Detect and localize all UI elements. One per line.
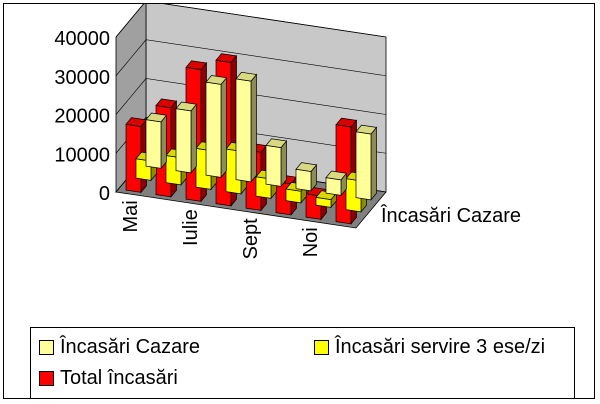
gridline bbox=[115, 78, 387, 115]
depth-axis-label: Încasări Cazare bbox=[380, 204, 521, 227]
legend-label: Încasări Cazare bbox=[60, 336, 201, 358]
y-tick-label: 10000 bbox=[54, 144, 110, 166]
chart-frame: 0 10000 20000 30000 40000 Mai Iulie Sept Noi În… bbox=[3, 3, 595, 399]
chart-legend: Încasări Cazare Încasări servire 3 ese/z… bbox=[30, 327, 575, 399]
gridline bbox=[115, 4, 387, 38]
bar bbox=[175, 101, 198, 174]
bar bbox=[355, 124, 378, 201]
x-tick-label: Iulie bbox=[180, 209, 202, 246]
x-tick-label: Noi bbox=[300, 227, 322, 257]
legend-swatch bbox=[39, 340, 54, 355]
bar bbox=[145, 112, 168, 170]
legend-swatch bbox=[39, 371, 54, 386]
y-tick-label: 20000 bbox=[54, 106, 110, 128]
chart-plot: 0 10000 20000 30000 40000 Mai Iulie Sept Noi În… bbox=[54, 4, 521, 259]
legend-item-cazare: Încasări Cazare bbox=[39, 336, 200, 359]
y-tick-label: 40000 bbox=[54, 28, 110, 50]
y-tick-label: 30000 bbox=[54, 67, 110, 89]
chart-bars bbox=[125, 53, 378, 225]
legend-swatch bbox=[314, 340, 329, 355]
bar bbox=[265, 138, 288, 188]
bar bbox=[325, 170, 348, 197]
legend-item-servire: Încasări servire 3 ese/zi bbox=[314, 336, 545, 359]
x-tick-label: Mai bbox=[120, 200, 142, 232]
legend-item-total: Total încasări bbox=[39, 367, 178, 390]
x-tick-label: Sept bbox=[240, 218, 262, 260]
x-axis-ticks: Mai Iulie Sept Noi bbox=[120, 200, 322, 259]
y-axis-ticks: 0 10000 20000 30000 40000 bbox=[54, 28, 110, 205]
legend-label: Încasări servire 3 ese/zi bbox=[335, 336, 546, 358]
y-tick-label: 0 bbox=[99, 183, 110, 205]
legend-label: Total încasări bbox=[60, 367, 178, 389]
bar bbox=[205, 75, 228, 179]
gridline bbox=[115, 39, 387, 77]
bar bbox=[235, 71, 258, 183]
bar bbox=[295, 162, 318, 192]
